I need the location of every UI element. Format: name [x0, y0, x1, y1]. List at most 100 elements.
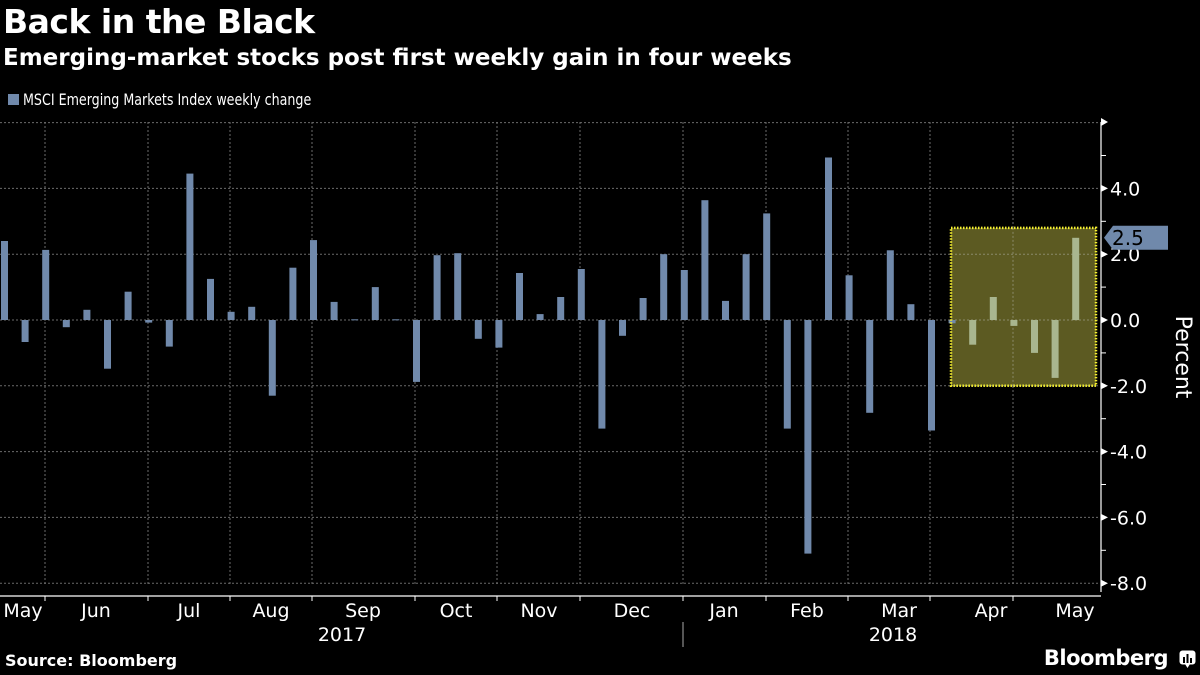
bar: [145, 320, 153, 323]
bar: [516, 273, 523, 320]
bar: [619, 320, 626, 336]
bar: [989, 297, 997, 320]
bar: [886, 250, 894, 320]
bar: [186, 173, 194, 320]
bar: [1031, 320, 1038, 353]
y-tick: [1101, 184, 1108, 192]
bar: [21, 320, 29, 342]
x-month-label: Apr: [975, 600, 1008, 622]
legend: MSCI Emerging Markets Index weekly chang…: [8, 90, 351, 109]
bar: [248, 306, 256, 320]
bar: [928, 320, 935, 431]
bloomberg-chart-icon: [1179, 650, 1196, 668]
x-month-label: Dec: [614, 600, 651, 622]
bar: [763, 213, 771, 320]
x-month-label: Aug: [252, 600, 289, 622]
y-tick-label: 0.0: [1110, 310, 1140, 332]
bar: [371, 287, 379, 320]
bar: [392, 319, 400, 321]
bar: [969, 320, 977, 345]
bar: [722, 300, 729, 320]
x-month-label: Jan: [708, 600, 738, 622]
x-month-label: May: [1055, 600, 1094, 622]
y-tick-label: 4.0: [1110, 178, 1140, 200]
bar: [83, 309, 91, 320]
x-month-label: Feb: [790, 600, 824, 622]
bar: [866, 320, 874, 413]
y-tick: [1101, 316, 1108, 324]
bar: [454, 253, 462, 320]
bar: [680, 270, 688, 320]
bar: [62, 320, 70, 328]
bar: [804, 320, 812, 554]
x-month-label: Jun: [80, 600, 111, 622]
highlight-region: [951, 227, 1096, 387]
bar: [639, 298, 647, 320]
y-tick: [1101, 382, 1108, 390]
bar: [1051, 320, 1059, 378]
bar: [660, 254, 668, 320]
bar: [577, 269, 585, 320]
y-tick-label: -6.0: [1110, 507, 1147, 529]
bar: [1010, 320, 1018, 326]
source-label: Source: Bloomberg: [5, 651, 178, 670]
bar: [310, 240, 317, 320]
legend-label: MSCI Emerging Markets Index weekly chang…: [23, 90, 312, 109]
y-tick: [1101, 579, 1108, 587]
bar: [207, 278, 214, 320]
x-month-label: Nov: [520, 600, 557, 622]
bar: [433, 255, 441, 320]
bar: [742, 254, 750, 320]
last-value-callout: [1104, 225, 1168, 250]
chart-subtitle: Emerging-market stocks post first weekly…: [3, 45, 792, 71]
y-axis-label: Percent: [1170, 316, 1195, 399]
bar: [598, 320, 606, 429]
bar: [289, 267, 297, 320]
chart-title: Back in the Black: [3, 2, 315, 41]
x-axis: May Jun Jul Aug Sep Oct Nov Dec Jan Feb Mar Apr May 2…: [0, 595, 1101, 647]
bar: [165, 320, 173, 347]
bar: [268, 320, 276, 396]
bar: [557, 297, 565, 320]
last-value-label: 2.5: [1112, 226, 1144, 250]
bar: [42, 249, 50, 320]
bar: [351, 319, 359, 321]
y-tick: [1101, 448, 1108, 456]
x-month-label: Mar: [881, 600, 917, 622]
bar: [227, 311, 235, 320]
bar: [825, 157, 832, 320]
y-tick-label: -8.0: [1110, 573, 1147, 595]
x-month-label: Sep: [345, 600, 381, 622]
y-tick-label: -4.0: [1110, 442, 1147, 464]
bar: [1072, 237, 1080, 321]
x-month-label: Oct: [440, 600, 473, 622]
y-axis-arrow: [1101, 118, 1108, 126]
bar: [1, 241, 8, 320]
bars: [1, 157, 1080, 554]
y-tick: [1101, 250, 1108, 258]
y-tick-label: -2.0: [1110, 376, 1147, 398]
x-year-label: 2018: [869, 624, 917, 646]
y-tick: [1101, 513, 1108, 521]
brand-logo: Bloomberg: [1043, 646, 1169, 670]
x-month-label: May: [3, 600, 42, 622]
bar: [495, 320, 503, 348]
gridlines: [0, 122, 1100, 585]
legend-swatch: [8, 94, 19, 105]
bar: [330, 301, 338, 320]
bar: [474, 320, 482, 339]
bar: [701, 200, 709, 320]
x-month-label: Jul: [177, 600, 201, 622]
bar: [907, 304, 915, 320]
bar: [845, 275, 853, 320]
bar: [948, 320, 956, 324]
highlight-border: [949, 226, 1098, 388]
bar: [413, 320, 420, 382]
bar: [104, 320, 111, 369]
bar: [536, 314, 544, 320]
x-year-label: 2017: [318, 624, 366, 646]
bar: [783, 320, 791, 429]
bar: [124, 291, 132, 320]
